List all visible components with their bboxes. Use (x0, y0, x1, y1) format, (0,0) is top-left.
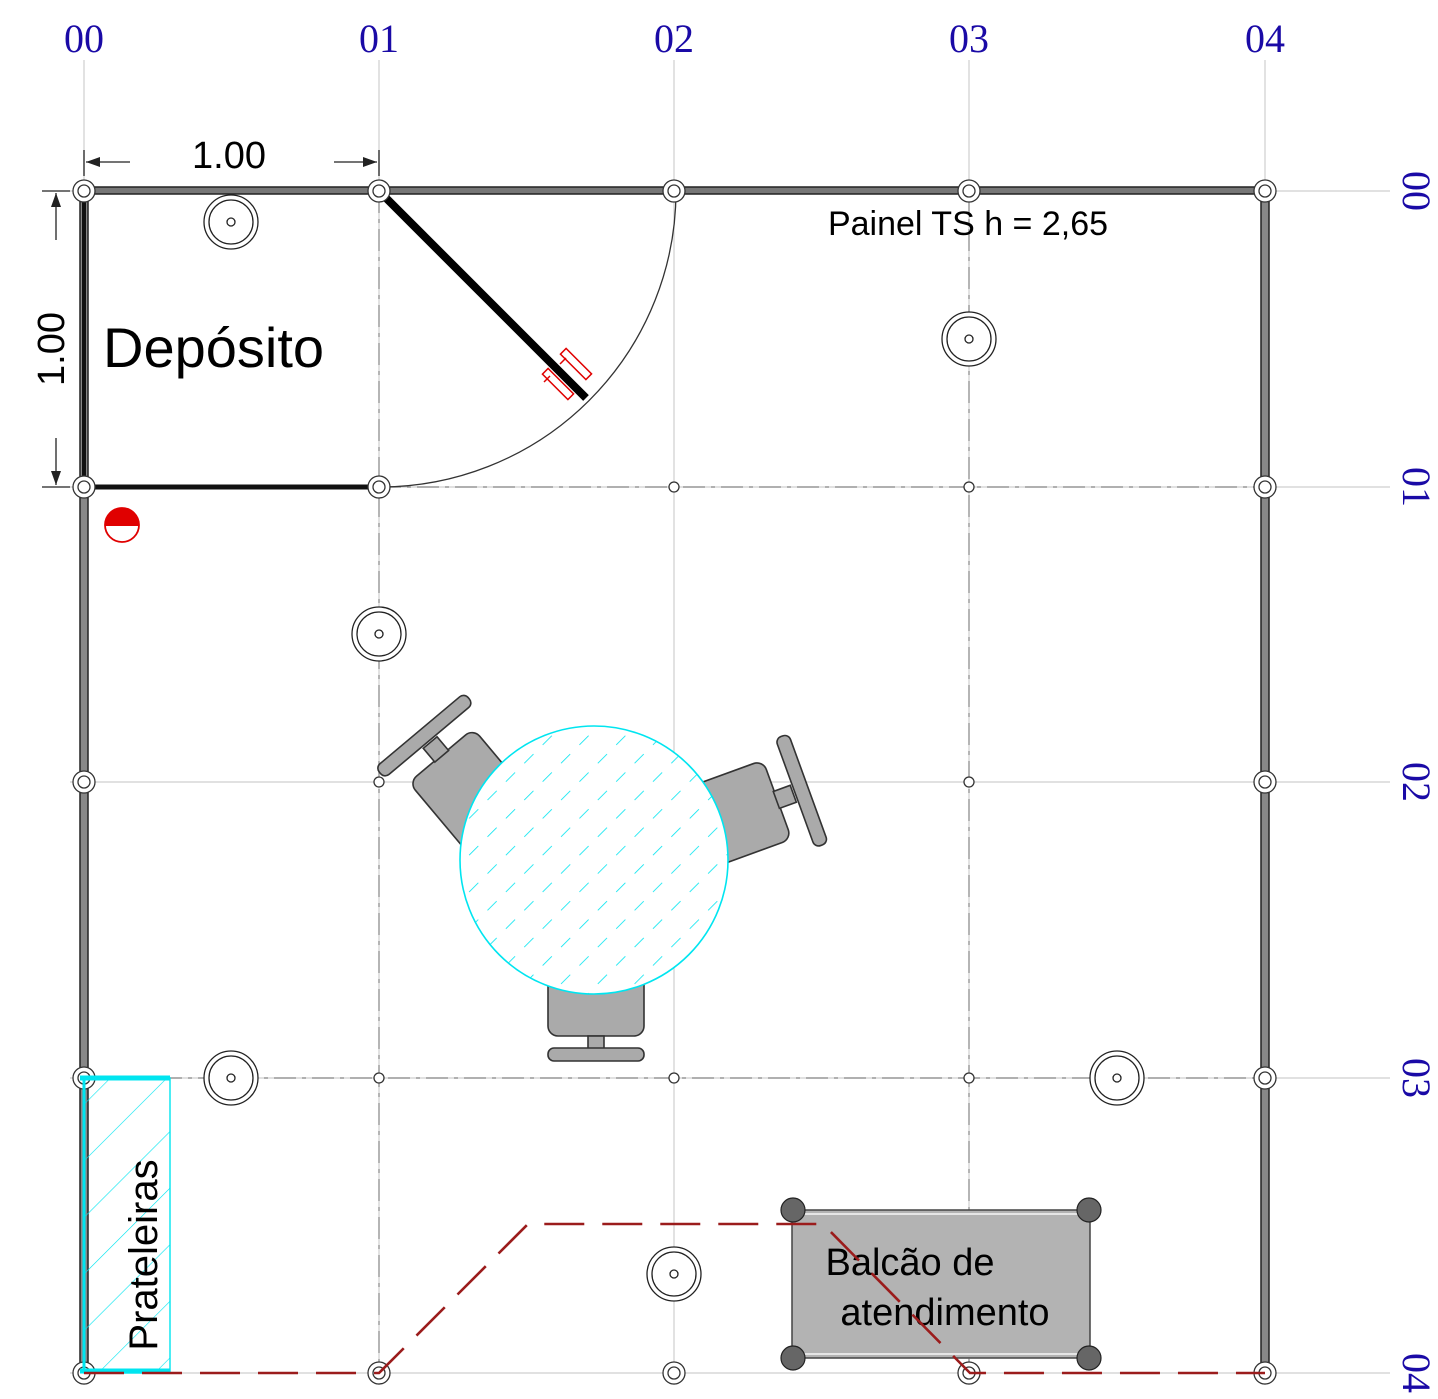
dimension-horizontal-label: 1.00 (192, 135, 266, 177)
shelves-label: Prateleiras (122, 1159, 166, 1350)
grid-node (1253, 179, 1277, 203)
panel-label: Painel TS h = 2,65 (828, 205, 1108, 243)
row-label-00: 00 (1394, 171, 1438, 211)
deposit-partition (82, 191, 379, 490)
dimension-vertical-label: 1.00 (31, 312, 73, 386)
light-fixture-icon (646, 1246, 702, 1302)
shelves: Prateleiras (80, 1075, 171, 1374)
grid-lines (70, 60, 1390, 1385)
grid-node (957, 179, 981, 203)
round-table (459, 725, 729, 995)
column-label-03: 03 (949, 16, 989, 61)
grid-node (367, 179, 391, 203)
row-label-04: 04 (1394, 1353, 1438, 1393)
light-fixture-icon (941, 311, 997, 367)
grid-node (963, 1072, 975, 1084)
counter-label-line2: atendimento (840, 1292, 1049, 1334)
grid-node (1253, 1066, 1277, 1090)
room-label: Depósito (103, 316, 324, 379)
fire-extinguisher-icon (104, 507, 140, 543)
grid-node (1253, 475, 1277, 499)
grid-node (662, 179, 686, 203)
grid-node (1253, 770, 1277, 794)
light-fixtures (203, 194, 1145, 1302)
grid-nodes (72, 179, 1277, 1385)
row-label-03: 03 (1394, 1058, 1438, 1098)
grid-node (963, 776, 975, 788)
column-label-02: 02 (654, 16, 694, 61)
column-label-00: 00 (64, 16, 104, 61)
grid-node (373, 776, 385, 788)
grid-node (72, 179, 96, 203)
column-label-01: 01 (359, 16, 399, 61)
dimension-vertical: 1.00 (31, 190, 73, 488)
light-fixture-icon (203, 1050, 259, 1106)
row-label-01: 01 (1394, 467, 1438, 507)
dimension-horizontal: 1.00 (83, 135, 380, 177)
service-area-boundary (84, 1222, 1265, 1375)
grid-node (662, 1361, 686, 1385)
grid-node (367, 475, 391, 499)
door-icon (378, 190, 677, 488)
grid-node (72, 770, 96, 794)
light-fixture-icon (203, 194, 259, 250)
column-label-04: 04 (1245, 16, 1285, 61)
light-fixture-icon (1089, 1050, 1145, 1106)
service-counter: Balcão de atendimento (780, 1197, 1102, 1371)
counter-label-line1: Balcão de (825, 1242, 994, 1284)
row-labels: 00 01 02 03 04 (1394, 171, 1438, 1393)
grid-node (373, 1072, 385, 1084)
grid-node (668, 481, 680, 493)
grid-node (668, 1072, 680, 1084)
row-label-02: 02 (1394, 762, 1438, 802)
column-labels: 00 01 02 03 04 (64, 16, 1285, 61)
light-fixture-icon (351, 606, 407, 662)
grid-node (963, 481, 975, 493)
grid-node (72, 475, 96, 499)
